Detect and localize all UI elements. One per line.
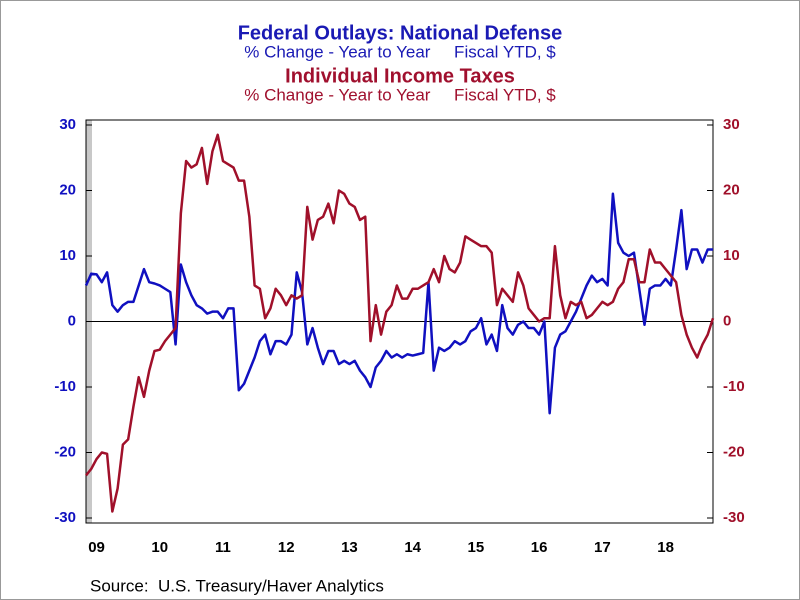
x-tick-label: 09 bbox=[88, 539, 105, 556]
x-tick-label: 10 bbox=[151, 539, 168, 556]
y2-tick-label: 20 bbox=[723, 181, 740, 198]
y-tick-label: -30 bbox=[54, 509, 76, 526]
series-subtitle: % Change - Year to Year Fiscal YTD, $ bbox=[244, 85, 556, 104]
x-tick-label: 14 bbox=[404, 539, 421, 556]
series-line bbox=[84, 192, 713, 415]
y2-tick-label: 0 bbox=[723, 312, 731, 329]
y2-tick-label: -10 bbox=[723, 378, 745, 395]
y2-tick-label: -30 bbox=[723, 509, 745, 526]
x-tick-label: 15 bbox=[468, 539, 485, 556]
series-title: Federal Outlays: National Defense bbox=[238, 22, 563, 44]
y2-tick-label: 30 bbox=[723, 116, 740, 133]
x-tick-label: 11 bbox=[215, 539, 231, 556]
x-tick-label: 18 bbox=[657, 539, 674, 556]
x-tick-label: 12 bbox=[278, 539, 295, 556]
series-title: Individual Income Taxes bbox=[285, 65, 515, 87]
series-line bbox=[85, 133, 715, 513]
y-tick-label: 10 bbox=[59, 247, 76, 264]
y-tick-label: 20 bbox=[59, 181, 76, 198]
y-tick-label: -20 bbox=[54, 443, 76, 460]
x-tick-label: 16 bbox=[531, 539, 548, 556]
y2-tick-label: -20 bbox=[723, 443, 745, 460]
y-tick-label: 30 bbox=[59, 116, 76, 133]
source: Source: U.S. Treasury/Haver Analytics bbox=[90, 576, 384, 595]
x-tick-label: 13 bbox=[341, 539, 358, 556]
x-tick-label: 17 bbox=[594, 539, 611, 556]
series-subtitle: % Change - Year to Year Fiscal YTD, $ bbox=[244, 42, 556, 61]
y2-tick-label: 10 bbox=[723, 247, 740, 264]
y-tick-label: -10 bbox=[54, 378, 76, 395]
y-tick-label: 0 bbox=[68, 312, 76, 329]
